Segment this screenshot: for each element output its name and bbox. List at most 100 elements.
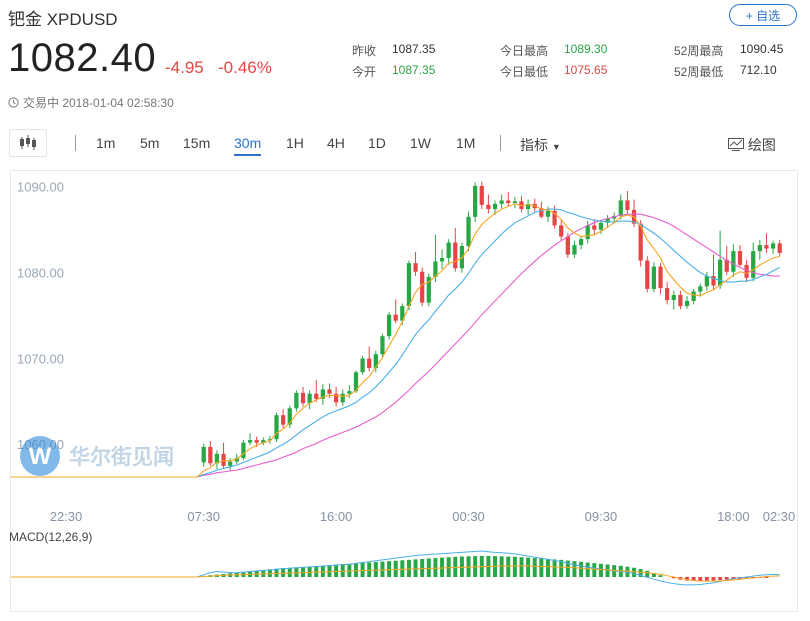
- candle-body: [426, 276, 431, 303]
- candle-body: [360, 358, 365, 373]
- interval-1mo[interactable]: 1M: [456, 135, 476, 151]
- candle-body: [446, 242, 451, 259]
- candle-body: [406, 263, 412, 307]
- interval-1d[interactable]: 1D: [368, 135, 386, 151]
- candle-body: [651, 266, 657, 289]
- candle-body: [678, 294, 683, 307]
- macd-histogram-bar: [506, 556, 511, 577]
- stat-label-prev-close: 昨收: [352, 44, 377, 58]
- macd-histogram-bar: [360, 562, 365, 577]
- macd-histogram-bar: [638, 569, 643, 577]
- macd-histogram-bar: [440, 557, 445, 577]
- candle-body: [757, 245, 762, 252]
- macd-histogram-bar: [406, 559, 411, 577]
- candle-body: [439, 258, 445, 262]
- candle-body: [671, 294, 676, 301]
- macd-histogram-bar: [373, 562, 378, 577]
- add-watchlist-button[interactable]: + 自选: [729, 4, 797, 26]
- macd-histogram-bar: [519, 557, 524, 577]
- trading-status-text: 交易中 2018-01-04 02:58:30: [23, 96, 174, 110]
- macd-histogram-bar: [347, 563, 352, 577]
- wallstreetcn-logo-icon: W: [20, 436, 60, 476]
- macd-histogram-bar: [552, 559, 557, 577]
- interval-4h[interactable]: 4H: [327, 135, 345, 151]
- candle-body: [386, 314, 392, 337]
- candle-body: [267, 439, 273, 441]
- price-chart: 1090.001080.001070.001060.0022:3007:3016…: [11, 180, 796, 586]
- macd-histogram-bar: [592, 563, 597, 577]
- macd-title: MACD(12,26,9): [9, 530, 93, 544]
- draw-tool-button[interactable]: 绘图: [728, 135, 776, 155]
- interval-15m[interactable]: 15m: [183, 135, 211, 151]
- svg-text:W: W: [29, 443, 52, 470]
- interval-1w[interactable]: 1W: [410, 135, 431, 151]
- macd-histogram-bar: [526, 557, 531, 577]
- macd-histogram-bar: [320, 565, 325, 577]
- candle-body: [300, 392, 306, 404]
- candle-body: [221, 453, 226, 466]
- x-tick-label: 00:30: [452, 509, 485, 524]
- candle-body: [234, 458, 239, 462]
- candle-body: [373, 354, 378, 368]
- macd-histogram-bar: [307, 566, 312, 577]
- candle-body: [214, 453, 220, 464]
- macd-histogram-bar: [281, 568, 286, 577]
- candle-body: [479, 185, 484, 205]
- indicator-menu[interactable]: 指标 ▼: [520, 135, 561, 155]
- macd-histogram-bar: [433, 558, 438, 577]
- stat-label-52w-high: 52周最高: [674, 44, 724, 58]
- candle-body: [638, 223, 643, 261]
- candle-body: [353, 372, 359, 392]
- candle-body: [367, 358, 372, 368]
- macd-histogram-bar: [598, 563, 603, 577]
- interval-1h[interactable]: 1H: [286, 135, 304, 151]
- candle-body: [658, 266, 663, 289]
- candle-body: [539, 208, 544, 217]
- macd-histogram-bar: [658, 575, 663, 577]
- macd-histogram-bar: [287, 567, 292, 577]
- candle-body: [724, 259, 729, 272]
- candlestick-icon: [20, 135, 36, 150]
- macd-histogram-bar: [499, 556, 504, 577]
- clock-icon: [8, 97, 19, 108]
- macd-histogram-bar: [294, 567, 299, 577]
- macd-histogram-bar: [539, 558, 544, 577]
- macd-histogram-bar: [711, 577, 716, 581]
- candle-body: [247, 440, 253, 443]
- trading-status: 交易中 2018-01-04 02:58:30: [8, 94, 174, 111]
- watermark-text: 华尔街见闻: [69, 444, 174, 469]
- candle-body: [512, 201, 517, 204]
- stat-label-52w-low: 52周最低: [674, 65, 724, 79]
- macd-histogram-bar: [718, 577, 723, 581]
- interval-1m[interactable]: 1m: [96, 135, 116, 151]
- candle-body: [294, 392, 299, 409]
- candle-body: [572, 245, 577, 255]
- draw-chart-icon: [728, 138, 744, 151]
- y-tick-label: 1080.00: [17, 265, 64, 280]
- x-tick-label: 18:00: [717, 509, 750, 524]
- price-change: -4.95: [165, 58, 204, 77]
- candle-body: [413, 263, 418, 272]
- macd-histogram-bar: [267, 569, 272, 577]
- candle-body: [698, 286, 703, 292]
- macd-histogram-bar: [314, 566, 319, 577]
- price-change-percent: -0.46%: [218, 58, 272, 77]
- draw-label: 绘图: [747, 137, 776, 153]
- candle-body: [618, 200, 623, 216]
- candle-body: [274, 415, 279, 440]
- stat-value-52w-low: 712.10: [740, 63, 777, 77]
- indicator-label: 指标: [520, 137, 548, 153]
- candle-body: [473, 185, 478, 217]
- interval-5m[interactable]: 5m: [140, 135, 160, 151]
- candle-body: [559, 225, 564, 237]
- candle-body: [592, 225, 597, 230]
- candle-body: [691, 291, 696, 301]
- candle-body: [208, 446, 213, 464]
- macd-histogram-bar: [605, 564, 610, 577]
- y-tick-label: 1090.00: [17, 180, 64, 195]
- chart-type-button[interactable]: [9, 129, 47, 157]
- x-tick-label: 02:30: [763, 509, 796, 524]
- macd-histogram-bar: [572, 561, 577, 577]
- chart-panel[interactable]: 1090.001080.001070.001060.0022:3007:3016…: [9, 170, 798, 612]
- interval-30m[interactable]: 30m: [234, 135, 262, 156]
